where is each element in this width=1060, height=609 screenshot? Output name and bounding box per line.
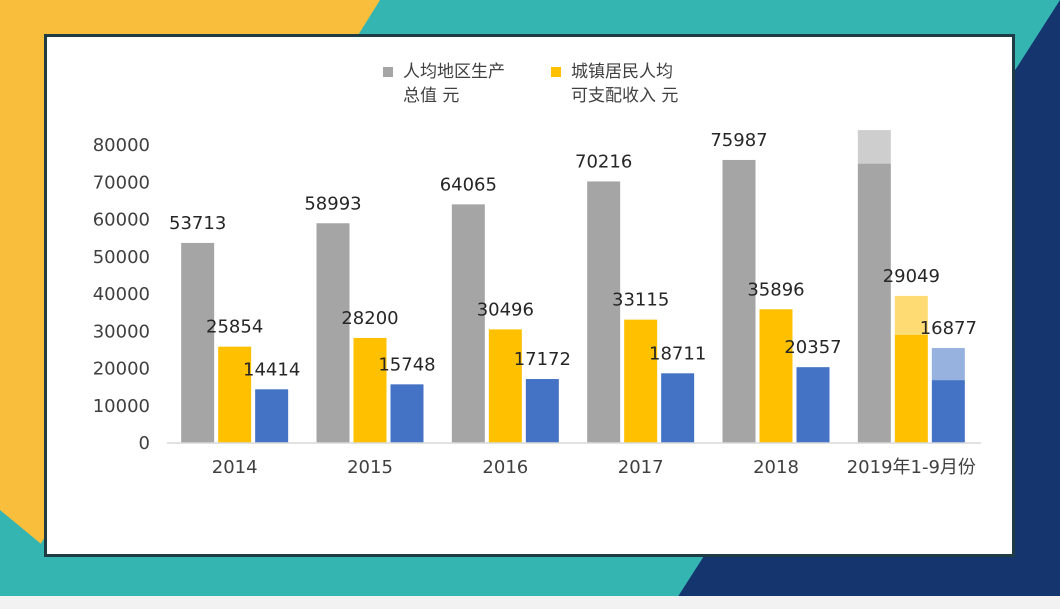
legend-label: 可支配收入 元	[571, 86, 678, 106]
data-label: 35896	[747, 279, 804, 300]
bar	[255, 389, 289, 443]
data-label: 53713	[169, 213, 226, 234]
bar	[525, 379, 559, 443]
y-tick-label: 50000	[93, 247, 150, 268]
y-axis: 0 10000 20000 30000 40000 50000 60000 70000 8000…	[93, 135, 150, 454]
data-label: 30496	[477, 299, 534, 320]
bar	[796, 367, 830, 443]
bar	[759, 309, 793, 443]
data-label: 17172	[514, 349, 571, 370]
x-category-label: 2017	[618, 457, 664, 478]
y-tick-label: 70000	[93, 172, 150, 193]
bars	[181, 130, 965, 443]
bar	[353, 337, 387, 443]
legend-label: 总值 元	[403, 86, 459, 106]
x-category-label: 2014	[212, 457, 258, 478]
bar	[181, 242, 215, 443]
legend-label: 城镇居民人均	[571, 62, 673, 82]
bar	[316, 223, 350, 443]
data-label: 64065	[440, 174, 497, 195]
data-label: 75987	[710, 130, 767, 151]
y-tick-label: 10000	[93, 396, 150, 417]
bar-highlight	[894, 295, 928, 335]
y-tick-label: 80000	[93, 135, 150, 156]
data-label: 18711	[649, 343, 706, 364]
legend-label: 人均地区生产	[403, 62, 505, 82]
data-labels: 53713 25854 14414 58993 28200 15748 64065 30496…	[169, 130, 977, 380]
bar	[857, 163, 891, 443]
y-tick-label: 20000	[93, 359, 150, 380]
bar	[451, 204, 485, 443]
bottom-white-strip	[0, 596, 1060, 609]
bar	[661, 373, 695, 443]
bar	[722, 159, 756, 443]
teal-band-bottom-left	[0, 510, 120, 609]
y-tick-label: 40000	[93, 284, 150, 305]
bar	[931, 380, 965, 443]
data-label: 20357	[784, 337, 841, 358]
data-label: 33115	[612, 290, 669, 311]
x-category-label: 2015	[347, 457, 393, 478]
bar	[624, 319, 658, 443]
legend-swatch	[383, 67, 393, 77]
y-tick-label: 60000	[93, 210, 150, 231]
y-tick-label: 0	[139, 433, 150, 454]
bar	[587, 181, 621, 443]
bar	[218, 346, 252, 443]
legend-swatch	[551, 67, 561, 77]
bar-highlight	[931, 348, 965, 381]
bar	[488, 329, 522, 443]
data-label: 28200	[341, 308, 398, 329]
bar	[390, 384, 424, 443]
data-label: 25854	[206, 317, 263, 338]
y-tick-label: 30000	[93, 321, 150, 342]
data-label: 15748	[378, 354, 435, 375]
data-label: 16877	[920, 318, 977, 339]
x-category-label: 2019年1-9月份	[847, 457, 976, 478]
data-label: 70216	[575, 151, 632, 172]
chart-panel: 人均地区生产 总值 元 城镇居民人均 可支配收入 元 0 10000 20000 30000…	[44, 34, 1015, 557]
x-category-label: 2018	[753, 457, 799, 478]
data-label: 14414	[243, 359, 300, 380]
x-axis: 2014 2015 2016 2017 2018 2019年1-9月份	[167, 442, 981, 478]
data-label: 58993	[304, 193, 361, 214]
bar-highlight	[857, 130, 891, 164]
data-label: 29049	[883, 266, 940, 287]
x-category-label: 2016	[482, 457, 528, 478]
bar	[894, 334, 928, 443]
